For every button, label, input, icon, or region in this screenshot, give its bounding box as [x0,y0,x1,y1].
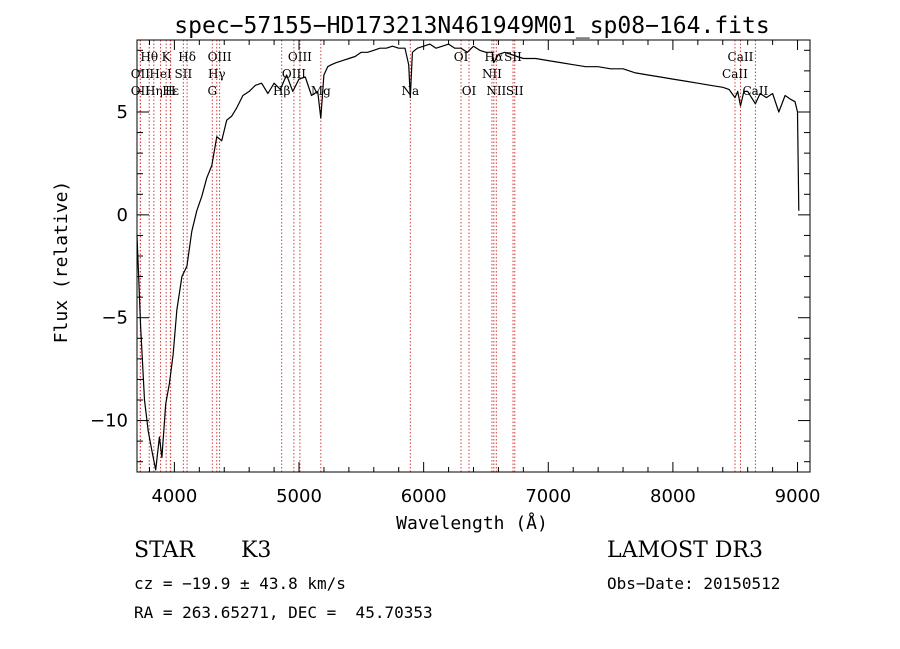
line-marker-label-1: OII [131,67,151,81]
x-tick-label-2: 6000 [401,486,447,507]
line-marker-label-19: OI [462,84,477,98]
x-axis: 4000 5000 6000 7000 8000 9000 [148,40,821,507]
line-marker-label-7: Hε [162,84,179,98]
line-marker-label-20: NII [482,67,502,81]
line-marker-label-10: G [207,84,217,98]
y-tick-label-1: 0 [117,205,128,226]
line-marker-label-12: OIII [208,50,232,64]
x-tick-label-1: 5000 [276,486,322,507]
line-marker-label-8: SII [175,67,193,81]
spectrum-layer [136,43,800,471]
line-marker-label-5: K [162,50,172,64]
line-marker-label-0: Hθ [140,50,158,64]
y-axis: 5 0 −5 −10 [90,49,810,463]
line-marker-label-16: Mg [311,84,331,98]
line-marker-label-21: Hα [485,50,504,64]
object-subclass: K3 [241,538,272,563]
obs-date-info: Obs−Date: 20150512 [607,574,781,593]
y-tick-label-0: 5 [117,102,128,123]
line-marker-label-14: OIII [282,67,306,81]
survey-name: LAMOST DR3 [607,538,763,563]
line-marker-label-22: NII [486,84,506,98]
x-tick-label-4: 8000 [650,486,696,507]
object-class: STAR [134,538,195,563]
line-marker-label-26: CaII [728,50,754,64]
line-marker-label-13: Hβ [273,84,290,98]
line-marker-label-9: Hδ [178,50,196,64]
y-tick-label-2: −5 [101,308,128,329]
chart-title: spec−57155−HD173213N461949M01_sp08−164.f… [174,13,769,39]
x-tick-label-3: 7000 [525,486,571,507]
redshift-info: cz = −19.9 ± 43.8 km/s [134,574,346,593]
line-marker-label-2: Hη [145,84,163,98]
line-marker-layer [139,40,756,472]
y-tick-label-3: −10 [90,411,128,432]
x-axis-label: Wavelength (Å) [396,512,548,534]
line-marker-label-11: Hγ [208,67,226,81]
line-marker-label-15: OIII [288,50,312,64]
line-marker-label-17: Na [401,84,419,98]
line-marker-label-24: SII [506,84,524,98]
line-marker-label-25: CaII [722,67,748,81]
line-marker-label-3: OII [131,84,151,98]
line-marker-label-4: HeI [149,67,172,81]
line-marker-labels: HθOIIHηOIIHeIKHHεSIIHδGHγOIIIHβOIIIOIIIM… [131,50,769,98]
line-marker-label-23: SII [504,50,522,64]
line-marker-label-18: OI [454,50,469,64]
line-marker-label-27: CaII [742,84,768,98]
y-axis-label: Flux (relative) [51,181,72,344]
line-marker-label-6: H [165,84,175,98]
coordinates-info: RA = 263.65271, DEC = 45.70353 [134,603,433,622]
spectrum-line-flux [136,43,800,471]
x-tick-label-5: 9000 [775,486,821,507]
x-tick-label-0: 4000 [151,486,197,507]
